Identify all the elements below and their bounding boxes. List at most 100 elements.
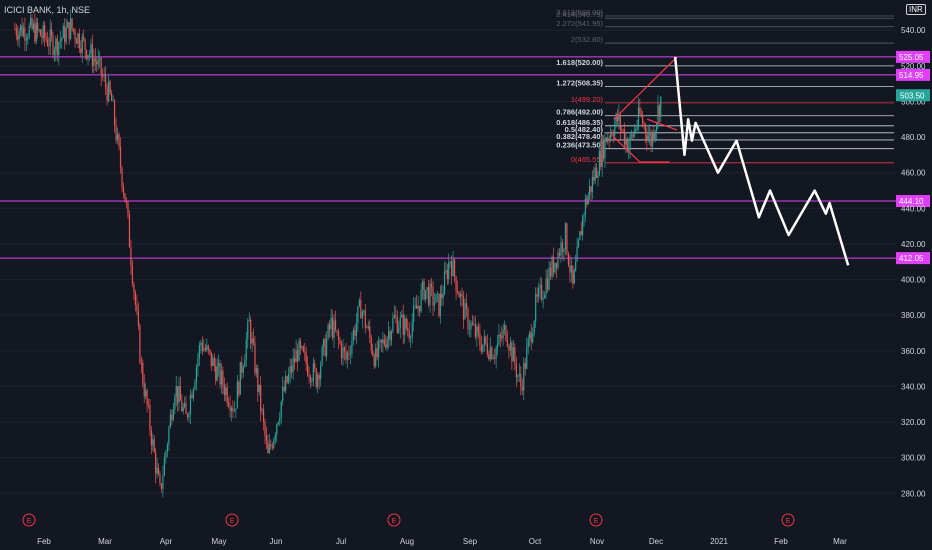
candle-body — [589, 186, 591, 196]
candle-body — [376, 348, 378, 358]
candle-body — [407, 328, 409, 331]
earnings-marker-icon[interactable] — [225, 513, 239, 527]
candle-body — [321, 346, 323, 366]
candle-body — [119, 146, 122, 168]
candle-body — [498, 334, 500, 344]
candle-body — [197, 358, 199, 368]
candle-body — [186, 413, 189, 418]
candle-body — [294, 357, 296, 363]
candle-body — [607, 138, 609, 142]
candle-body — [242, 367, 244, 373]
candle-body — [271, 445, 273, 448]
candle-body — [567, 253, 570, 266]
candle-body — [61, 38, 63, 41]
candle-body — [84, 39, 86, 50]
candle-body — [28, 25, 30, 38]
candle-body — [345, 351, 347, 360]
y-tick-label: 400.00 — [901, 276, 926, 285]
candle-body — [456, 290, 459, 294]
candle-body — [506, 340, 509, 347]
candle-body — [633, 130, 635, 137]
candle-body — [112, 100, 114, 102]
candle-body — [573, 270, 575, 284]
candle-body — [42, 25, 44, 38]
candle-body — [566, 223, 568, 254]
candle-body — [539, 284, 541, 289]
candle-body — [555, 262, 558, 268]
candle-body — [432, 287, 434, 306]
candle-body — [514, 347, 516, 365]
earnings-marker-icon[interactable] — [589, 513, 603, 527]
candle-body — [492, 357, 494, 359]
candle-body — [364, 310, 366, 328]
candle-body — [149, 405, 151, 431]
candle-body — [650, 132, 652, 147]
candle-body — [474, 324, 477, 337]
candle-body — [94, 58, 96, 62]
candle-body — [373, 355, 375, 367]
candle-body — [150, 430, 152, 446]
candle-body — [387, 331, 390, 339]
candle-body — [172, 409, 174, 421]
candle-body — [512, 347, 514, 362]
candle-body — [232, 408, 234, 412]
candle-body — [536, 294, 538, 297]
candle-body — [369, 326, 371, 338]
candle-body — [30, 17, 32, 26]
candle-body — [548, 267, 550, 290]
candle-body — [261, 410, 263, 411]
candle-body — [542, 298, 544, 300]
candle-body — [590, 186, 592, 193]
x-tick-label: Mar — [833, 537, 847, 546]
trend-line — [613, 136, 641, 163]
candle-body — [602, 139, 605, 159]
candle-body — [182, 407, 184, 412]
candle-body — [270, 444, 272, 446]
symbol-title: ICICI BANK, 1h, NSE — [4, 5, 91, 15]
candle-body — [544, 294, 546, 299]
candle-body — [441, 293, 443, 299]
x-tick-label: Feb — [774, 537, 788, 546]
currency-badge[interactable]: INR — [906, 4, 926, 15]
candle-body — [127, 202, 129, 215]
earnings-marker-icon[interactable] — [387, 513, 401, 527]
candle-body — [264, 421, 266, 436]
candle-body — [621, 129, 623, 131]
candle-body — [236, 381, 238, 409]
level-tag-label: 525.05 — [899, 53, 924, 62]
y-tick-label: 460.00 — [901, 169, 926, 178]
candle-body — [367, 326, 369, 328]
candle-body — [226, 387, 228, 403]
candle-body — [230, 408, 233, 412]
candle-body — [305, 352, 307, 364]
candle-body — [496, 343, 499, 348]
candle-body — [157, 467, 160, 475]
candle-body — [417, 305, 419, 309]
candle-body — [267, 441, 269, 454]
candle-body — [426, 287, 428, 291]
candle-body — [389, 331, 391, 341]
candle-body — [558, 252, 561, 256]
chart-grid — [0, 29, 896, 494]
fib-label: 0.618(486.35) — [556, 118, 603, 127]
candle-body — [442, 294, 444, 299]
candle-body — [88, 53, 91, 56]
earnings-marker-icon[interactable] — [781, 513, 795, 527]
candle-body — [45, 37, 47, 40]
candle-body — [125, 201, 128, 203]
trend-line — [613, 56, 678, 120]
candle-body — [535, 294, 537, 322]
candle-body — [312, 363, 314, 381]
candle-body — [307, 363, 309, 376]
candle-body — [505, 325, 507, 341]
price-axis: 540.00 520.00 500.00 480.00 460.00 440.00 420.… — [896, 26, 930, 498]
candle-body — [419, 305, 421, 312]
candle-body — [352, 329, 354, 341]
candle-body — [653, 132, 655, 139]
y-tick-label: 340.00 — [901, 382, 926, 391]
candle-body — [526, 347, 528, 369]
earnings-marker-icon[interactable] — [22, 513, 36, 527]
candle-body — [614, 123, 616, 136]
candle-body — [24, 27, 26, 41]
